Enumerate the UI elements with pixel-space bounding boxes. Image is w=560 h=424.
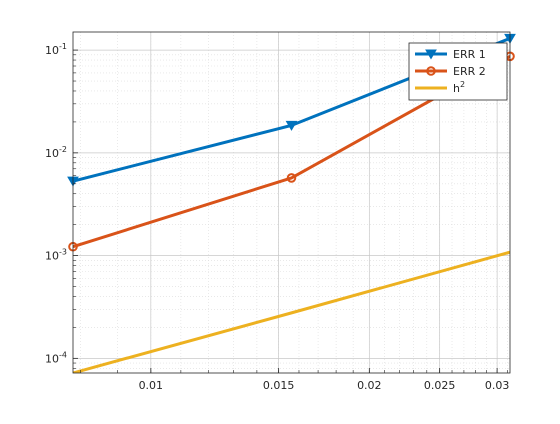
- y-tick-label: 10-2: [45, 145, 67, 160]
- legend: ERR 1 ERR 2 h2: [408, 42, 508, 101]
- data-point-series-2: [286, 173, 297, 183]
- x-tick-label: 0.02: [357, 379, 382, 392]
- data-point-series-1: [285, 120, 298, 131]
- x-tick-label: 0.03: [485, 379, 510, 392]
- x-tick-label: 0.015: [263, 379, 295, 392]
- y-tick-label: 10-4: [45, 350, 67, 365]
- y-tick-label: 10-1: [45, 42, 67, 57]
- legend-marker: [426, 66, 436, 76]
- legend-label: ERR 2: [453, 65, 486, 78]
- x-tick-label: 0.025: [424, 379, 456, 392]
- plot-box: [72, 31, 511, 374]
- axis-ticks: 10-4 10-3 10-2 10-1 0.01 0.015 0.02 0.025 0.03: [45, 42, 509, 392]
- legend-marker: [425, 49, 437, 60]
- x-tick-label: 0.01: [139, 379, 164, 392]
- legend-label: ERR 1: [453, 48, 486, 61]
- y-tick-label: 10-3: [45, 248, 67, 263]
- legend-label: h2: [453, 80, 465, 95]
- series-line-3: [73, 250, 510, 373]
